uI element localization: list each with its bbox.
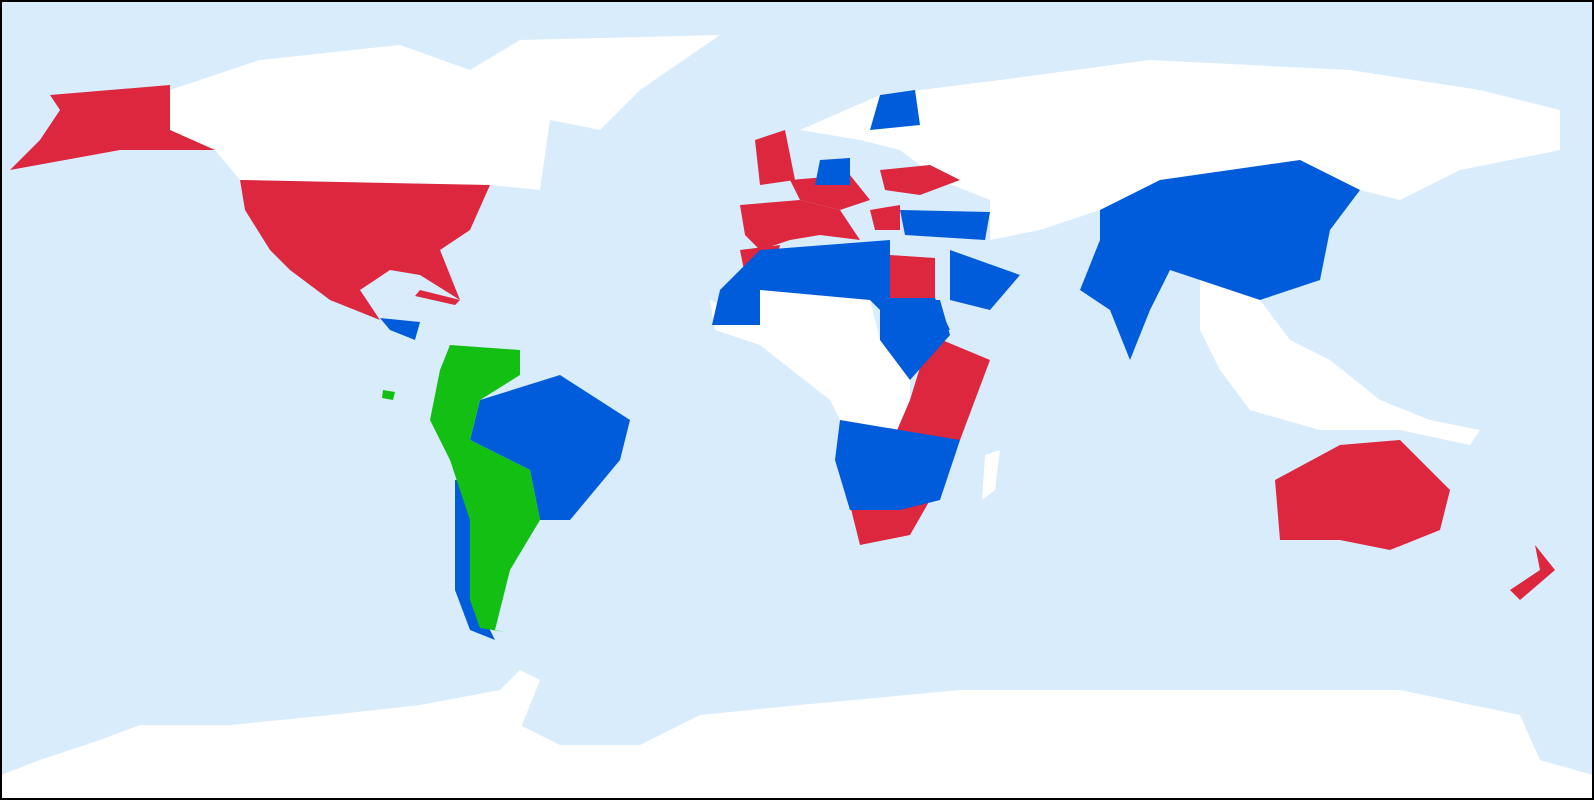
group-red <box>10 85 1555 600</box>
central-america <box>380 318 420 340</box>
greece-balkans <box>870 205 900 230</box>
caribbean <box>415 290 460 305</box>
sudan-ethiopia <box>880 300 950 380</box>
antarctica <box>1 690 1593 799</box>
south-africa <box>850 500 930 545</box>
scandinavia <box>870 90 920 130</box>
brazil-east <box>470 375 630 520</box>
group-blue <box>380 90 1360 640</box>
central-africa <box>710 290 910 460</box>
alaska <box>10 85 215 170</box>
southeast-asia <box>1200 280 1480 445</box>
unassigned-land <box>1 35 1593 799</box>
usa-mexico <box>240 180 490 320</box>
australia <box>1275 440 1450 550</box>
western-europe <box>740 200 860 250</box>
british-isles <box>755 130 795 185</box>
new-zealand <box>1510 545 1555 600</box>
china-india <box>1080 160 1360 360</box>
galapagos <box>382 390 395 400</box>
middle-east <box>950 250 1020 310</box>
germany-area <box>815 158 850 185</box>
canada-greenland <box>170 35 720 190</box>
western-south-america <box>430 345 540 632</box>
eurasia-north <box>800 60 1560 240</box>
southern-africa <box>835 420 960 510</box>
eastern-europe <box>880 165 960 195</box>
group-green <box>382 345 540 632</box>
madagascar <box>982 450 1000 500</box>
egypt <box>890 255 935 298</box>
turkey <box>900 210 990 240</box>
antarctic-peninsula <box>490 670 540 735</box>
